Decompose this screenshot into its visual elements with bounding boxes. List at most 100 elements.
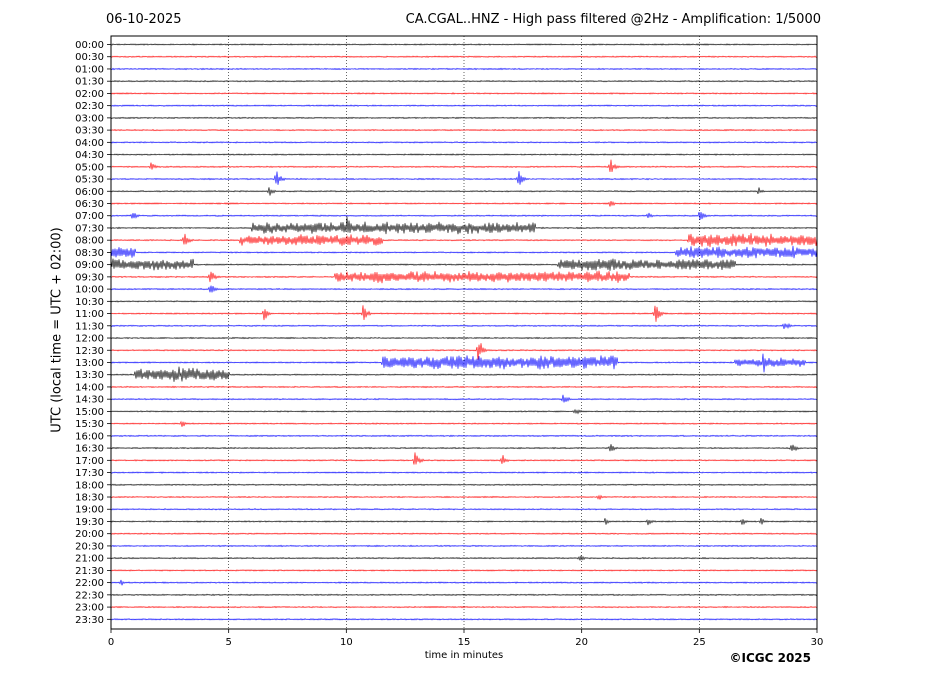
y-tick-label: 17:00 xyxy=(75,456,104,467)
y-tick-label: 04:30 xyxy=(75,150,104,161)
trace-1600 xyxy=(110,434,818,438)
y-tick-label: 01:00 xyxy=(75,64,104,75)
y-tick-label: 14:00 xyxy=(75,382,104,393)
chart-title: CA.CGAL..HNZ - High pass filtered @2Hz -… xyxy=(405,12,821,27)
trace-1500 xyxy=(110,408,818,415)
trace-1330 xyxy=(110,366,818,382)
seismic-traces xyxy=(110,43,818,621)
x-tick-label: 20 xyxy=(575,637,588,648)
trace-0130 xyxy=(110,79,818,83)
y-tick-label: 10:30 xyxy=(75,297,104,308)
y-tick-label: 23:00 xyxy=(75,603,104,614)
y-tick-label: 21:30 xyxy=(75,566,104,577)
x-tick-label: 5 xyxy=(225,637,231,648)
y-tick-label: 15:00 xyxy=(75,407,104,418)
y-tick-label: 13:30 xyxy=(75,370,104,381)
plot-frame xyxy=(110,35,818,630)
trace-2000 xyxy=(110,532,818,535)
y-tick-label: 10:00 xyxy=(75,285,104,296)
y-tick-label: 07:00 xyxy=(75,211,104,222)
y-tick-label: 09:30 xyxy=(75,272,104,283)
trace-0830 xyxy=(110,245,818,259)
y-tick-label: 11:30 xyxy=(75,321,104,332)
trace-1530 xyxy=(110,420,818,427)
trace-1430 xyxy=(110,394,818,403)
trace-1900 xyxy=(110,507,818,511)
trace-2200 xyxy=(110,579,818,586)
trace-1800 xyxy=(110,483,818,487)
trace-0230 xyxy=(110,104,818,107)
y-tick-label: 11:00 xyxy=(75,309,104,320)
trace-0530 xyxy=(110,171,818,185)
y-tick-label: 23:30 xyxy=(75,615,104,626)
y-tick-label: 05:30 xyxy=(75,175,104,186)
trace-0400 xyxy=(110,140,818,144)
y-tick-label: 02:30 xyxy=(75,101,104,112)
y-tick-label: 15:30 xyxy=(75,419,104,430)
trace-2130 xyxy=(110,569,818,572)
x-axis-label: time in minutes xyxy=(424,650,504,661)
trace-1730 xyxy=(110,471,818,474)
y-tick-label: 09:00 xyxy=(75,260,104,271)
trace-1400 xyxy=(110,385,818,389)
trace-1930 xyxy=(110,518,818,526)
trace-2300 xyxy=(110,605,818,609)
y-tick-label: 03:30 xyxy=(75,126,104,137)
y-tick-label: 20:30 xyxy=(75,541,104,552)
y-tick-label: 06:00 xyxy=(75,187,104,198)
trace-0930 xyxy=(110,270,818,284)
date-label: 06-10-2025 xyxy=(106,12,182,27)
trace-1830 xyxy=(110,494,818,500)
y-tick-label: 14:30 xyxy=(75,395,104,406)
y-tick-label: 21:00 xyxy=(75,554,104,565)
x-tick-label: 15 xyxy=(458,637,471,648)
trace-2030 xyxy=(110,544,818,548)
y-tick-label: 00:00 xyxy=(75,40,104,51)
trace-2230 xyxy=(110,593,818,597)
y-tick-label: 05:00 xyxy=(75,162,104,173)
y-tick-label: 17:30 xyxy=(75,468,104,479)
trace-1300 xyxy=(110,353,818,373)
trace-0000 xyxy=(110,43,818,46)
x-tick-label: 0 xyxy=(108,637,114,648)
y-tick-label: 02:00 xyxy=(75,89,104,100)
trace-0800 xyxy=(110,233,818,248)
y-tick-label: 22:30 xyxy=(75,590,104,601)
trace-0900 xyxy=(110,258,818,271)
x-tick-label: 10 xyxy=(340,637,353,648)
trace-0700 xyxy=(110,211,818,221)
trace-1130 xyxy=(110,322,818,330)
vertical-grid-lines xyxy=(228,36,700,629)
trace-1700 xyxy=(110,452,818,465)
x-tick-label: 30 xyxy=(811,637,824,648)
y-tick-label: 06:30 xyxy=(75,199,104,210)
y-tick-label: 12:30 xyxy=(75,346,104,357)
y-tick-label: 07:30 xyxy=(75,223,104,234)
y-tick-label: 03:00 xyxy=(75,113,104,124)
y-tick-label: 22:00 xyxy=(75,578,104,589)
trace-1000 xyxy=(110,285,818,293)
y-tick-label: 16:30 xyxy=(75,444,104,455)
y-tick-label: 04:00 xyxy=(75,138,104,149)
trace-0330 xyxy=(110,128,818,132)
trace-0600 xyxy=(110,187,818,196)
trace-0730 xyxy=(110,216,818,235)
y-tick-label: 08:00 xyxy=(75,236,104,247)
trace-0500 xyxy=(110,159,818,173)
y-tick-label: 18:00 xyxy=(75,480,104,491)
trace-2330 xyxy=(110,618,818,621)
trace-0100 xyxy=(110,67,818,71)
trace-0300 xyxy=(110,116,818,120)
y-tick-label: 16:00 xyxy=(75,431,104,442)
y-tick-label: 19:00 xyxy=(75,505,104,516)
trace-0630 xyxy=(110,201,818,207)
x-tick-label: 25 xyxy=(693,637,706,648)
y-tick-label: 18:30 xyxy=(75,493,104,504)
y-axis-label: UTC (local time = UTC + 02:00) xyxy=(49,227,65,433)
y-tick-label: 01:30 xyxy=(75,77,104,88)
trace-1230 xyxy=(110,343,818,360)
x-axis-ticks: 0 5 10 15 20 25 30 xyxy=(108,629,824,648)
trace-0030 xyxy=(110,55,818,59)
